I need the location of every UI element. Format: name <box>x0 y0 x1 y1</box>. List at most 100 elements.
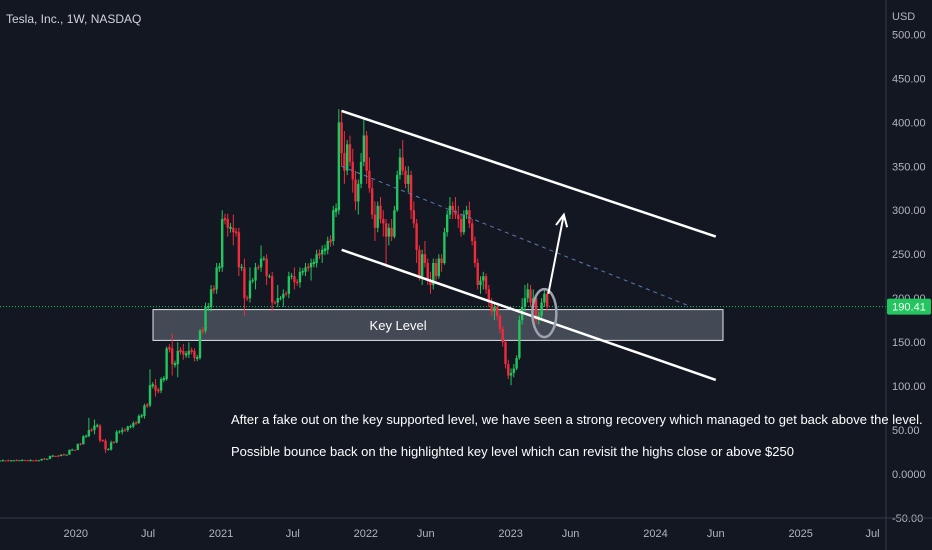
candle <box>498 314 502 334</box>
price-axis[interactable]: 500.00450.00400.00350.00300.00250.00200.… <box>885 0 931 550</box>
candle <box>201 327 204 335</box>
candle <box>34 459 38 462</box>
highlight-circle[interactable] <box>531 287 558 339</box>
candle <box>304 263 307 277</box>
candle <box>79 442 82 446</box>
candle <box>218 262 221 272</box>
candle <box>129 424 132 429</box>
candle <box>276 284 279 307</box>
candle <box>326 236 329 255</box>
candle <box>418 245 421 281</box>
candle <box>390 219 393 242</box>
current-price-label: 190.41 <box>892 302 926 314</box>
candle <box>357 179 360 215</box>
x-tick-label: 2023 <box>498 528 522 540</box>
candle <box>179 347 182 355</box>
candle <box>7 459 10 462</box>
candle <box>162 375 166 383</box>
candle <box>109 440 113 451</box>
candle <box>237 227 241 277</box>
candle <box>307 263 310 272</box>
time-axis[interactable]: 2020 Jul 2021 Jul 2022 Jun 2023 Jun 2024 Jun 2025 J… <box>0 517 932 540</box>
candle <box>482 271 485 290</box>
candle <box>523 284 527 312</box>
candle <box>212 285 216 294</box>
candle <box>318 249 321 260</box>
candle <box>190 347 193 355</box>
candle <box>48 455 52 460</box>
candle <box>412 201 416 228</box>
candle <box>46 458 49 460</box>
candle <box>140 413 143 419</box>
candle <box>354 170 357 211</box>
candle <box>315 249 318 268</box>
candle <box>451 201 454 220</box>
candle <box>337 109 341 215</box>
candle <box>401 139 404 176</box>
candle <box>465 205 468 220</box>
annotation-recovery: After a fake out on the key supported le… <box>231 412 923 427</box>
candle <box>229 223 232 233</box>
candle <box>15 459 18 462</box>
x-tick-label: 2025 <box>788 528 812 540</box>
candle <box>18 459 21 462</box>
candle <box>368 157 371 193</box>
candle <box>90 428 93 432</box>
candle <box>12 459 16 462</box>
candle <box>207 302 210 312</box>
candle <box>193 348 196 362</box>
candle <box>43 457 46 461</box>
candle <box>379 197 382 224</box>
candle <box>57 454 60 458</box>
candle <box>148 369 152 408</box>
candle <box>107 448 110 451</box>
candle <box>62 453 66 456</box>
candle <box>329 235 332 247</box>
candle <box>143 403 146 419</box>
y-tick-label: 100.00 <box>892 381 926 393</box>
candle <box>443 227 446 265</box>
drawings-layer <box>341 109 717 382</box>
candle <box>243 258 246 316</box>
candle <box>171 333 174 376</box>
candle <box>220 210 224 272</box>
candle <box>290 273 293 280</box>
candle <box>432 258 435 290</box>
candle <box>251 277 254 284</box>
candle <box>59 454 63 457</box>
candle <box>387 223 391 246</box>
candle <box>101 439 104 442</box>
x-tick-label: Jun <box>562 528 580 540</box>
x-tick-label: Jul <box>286 528 300 540</box>
key-level-zone[interactable] <box>152 309 724 341</box>
x-tick-label: 2021 <box>209 528 233 540</box>
channel-mid-dashed-line[interactable] <box>341 165 692 308</box>
projection-arrow[interactable] <box>547 214 565 294</box>
y-tick-label: 500.00 <box>892 29 926 41</box>
candle <box>484 273 488 294</box>
candle <box>115 430 118 444</box>
chart-title: Tesla, Inc., 1W, NASDAQ <box>6 12 141 26</box>
candle <box>98 423 102 443</box>
candle <box>348 135 352 167</box>
candle <box>157 387 160 394</box>
y-tick-label: -50.00 <box>892 513 923 525</box>
candle <box>29 459 32 462</box>
channel-upper-line[interactable] <box>341 109 717 238</box>
y-tick-label: 350.00 <box>892 161 926 173</box>
x-tick-label: 2024 <box>643 528 667 540</box>
channel-lower-line[interactable] <box>341 248 717 382</box>
candle <box>373 201 377 242</box>
current-price-badge <box>887 298 931 315</box>
x-tick-label: 2022 <box>354 528 378 540</box>
candle <box>51 454 54 458</box>
candles-layer <box>0 109 549 462</box>
candle <box>473 236 477 268</box>
candle <box>223 213 227 225</box>
candle <box>0 460 2 462</box>
candle <box>232 214 235 246</box>
candle <box>309 258 313 281</box>
candle <box>234 227 238 237</box>
candle <box>159 377 163 394</box>
